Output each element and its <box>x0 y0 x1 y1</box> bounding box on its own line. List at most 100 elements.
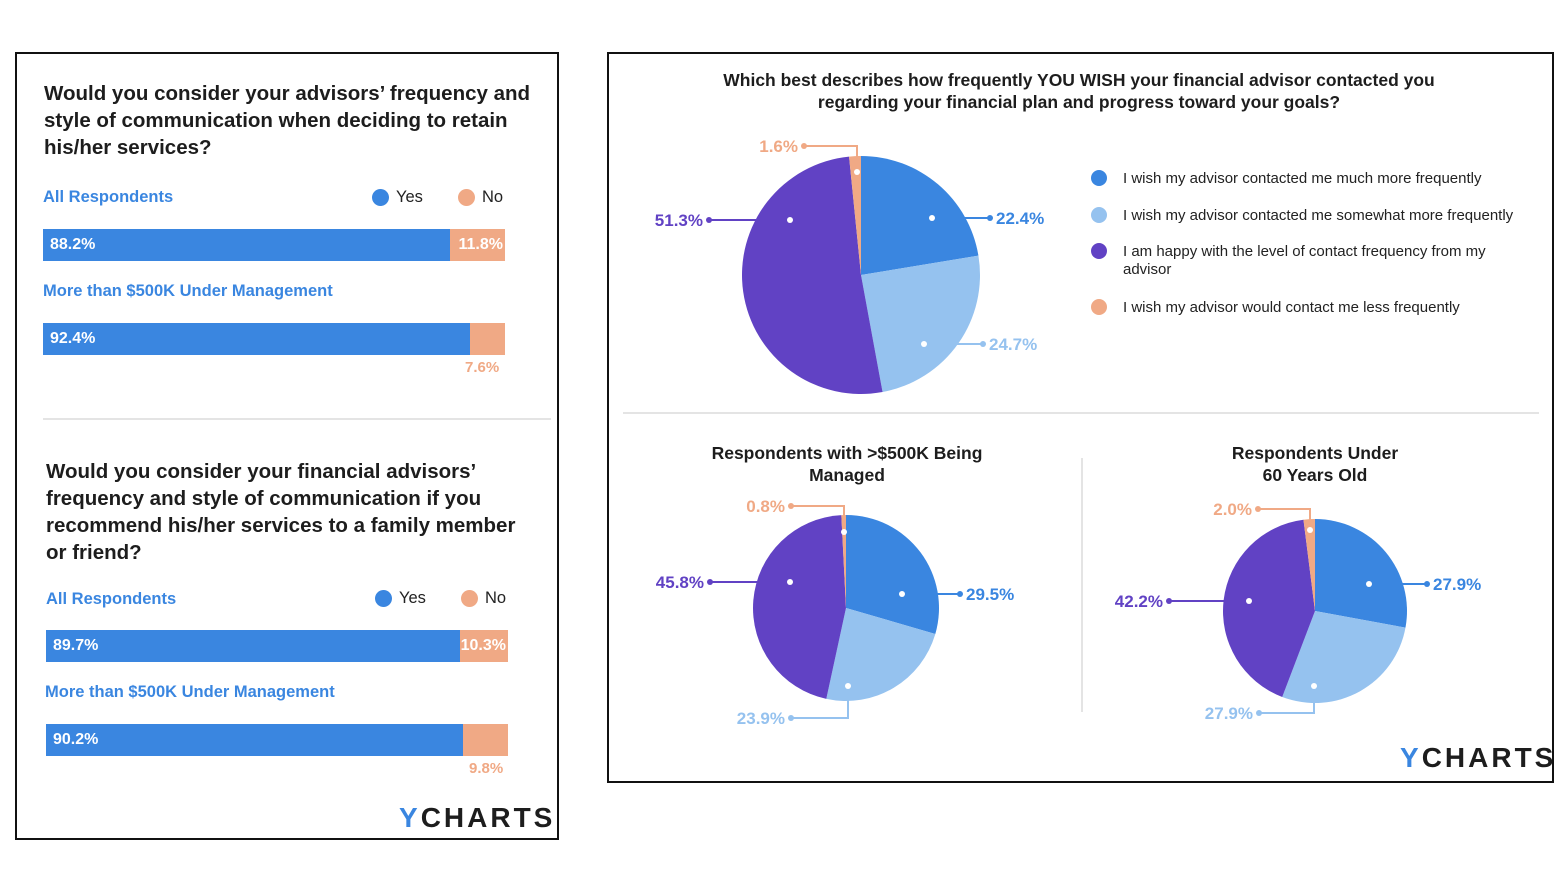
pie-main-label-0: 22.4% <box>996 209 1044 228</box>
pie-main-leader-outer-dot-1 <box>980 341 986 347</box>
q2-bar-500k-no <box>462 724 508 756</box>
pie-main-leader-outer-dot-0 <box>987 215 993 221</box>
sub2-title: Respondents Under 60 Years Old <box>1231 443 1399 485</box>
legend-somewhat-more: I wish my advisor contacted me somewhat … <box>1091 207 1541 225</box>
sub1-title: Respondents with >$500K Being Managed <box>711 443 983 485</box>
pie-under60-leader-outer-dot-1 <box>1256 710 1262 716</box>
pie-main-leader-inner-dot-0 <box>929 215 935 221</box>
pie-main-label-1: 24.7% <box>989 335 1037 354</box>
pie-main-slice-2 <box>742 156 883 394</box>
pie-500k-slice-1 <box>826 608 936 701</box>
q1-title: Would you consider your advisors’ freque… <box>44 82 531 159</box>
less-dot-icon <box>1091 299 1107 315</box>
q1-bar-all: 88.2% 11.8% <box>43 229 505 261</box>
pie-500k-label-0: 29.5% <box>966 585 1014 604</box>
pie-500k-leader-inner-dot-0 <box>899 591 905 597</box>
pie-main-slice-1 <box>861 255 981 393</box>
left-panel: Would you consider your advisors’ freque… <box>15 52 559 840</box>
pie-under60-leader-outer-dot-2 <box>1166 598 1172 604</box>
pie-500k-label-3: 0.8% <box>746 497 785 516</box>
pie-under60-label-2: 42.2% <box>1115 592 1163 611</box>
q1-legend-no: No <box>458 188 503 207</box>
q2-bar-500k-no-label: 9.8% <box>469 760 504 777</box>
pie-under60-leader-inner-dot-3 <box>1307 527 1313 533</box>
pie-500k-leader-inner-dot-2 <box>787 579 793 585</box>
pie-500k-label-2: 45.8% <box>656 573 704 592</box>
pie-under60-leader-inner-dot-2 <box>1246 598 1252 604</box>
pie-under60-slice-2 <box>1222 519 1315 697</box>
pie-500k-leader-inner-dot-1 <box>845 683 851 689</box>
q2-bar-all-no-label: 10.3% <box>460 637 506 654</box>
pie-500k-leader-outer-dot-2 <box>707 579 713 585</box>
legend-somewhat-more-label: I wish my advisor contacted me somewhat … <box>1123 207 1514 224</box>
q1-bar-500k-yes: 92.4% <box>43 323 470 355</box>
legend-much-more-label: I wish my advisor contacted me much more… <box>1123 170 1482 187</box>
pie-under60-leader-3 <box>1258 508 1311 530</box>
q2-bar-500k-yes-label: 90.2% <box>53 731 99 748</box>
pie-under60-leader-1 <box>1259 686 1315 714</box>
pie-500k-slice-3 <box>841 515 846 608</box>
pie-under60-leader-inner-dot-1 <box>1311 683 1317 689</box>
pie-500k-leader-1 <box>791 686 849 719</box>
pie-under60-leader-outer-dot-3 <box>1255 506 1261 512</box>
pie-under60-slice-0 <box>1315 519 1407 628</box>
q2-bar-all-yes-label: 89.7% <box>53 637 99 654</box>
pie-under60-label-3: 2.0% <box>1213 500 1252 519</box>
yes-dot-icon <box>375 590 392 607</box>
ycharts-logo: YCHARTS <box>399 802 555 834</box>
logo-rest: CHARTS <box>1421 742 1557 773</box>
q1-group2-label: More than $500K Under Management <box>43 282 333 300</box>
main-pie-title: Which best describes how frequently YOU … <box>723 70 1435 112</box>
no-dot-icon <box>461 590 478 607</box>
pie-500k-leader-outer-dot-0 <box>957 591 963 597</box>
yes-dot-icon <box>372 189 389 206</box>
no-dot-icon <box>458 189 475 206</box>
happy-dot-icon <box>1091 243 1107 259</box>
q1-bar-500k-no-label: 7.6% <box>465 359 500 376</box>
pie-500k-leader-3 <box>791 505 845 532</box>
q1-bar-all-no-label: 11.8% <box>458 236 503 253</box>
pie-under60-slice-3 <box>1303 519 1315 611</box>
logo-y: Y <box>399 802 421 833</box>
q1-bar-500k-no <box>469 323 505 355</box>
pie-500k-label-1: 23.9% <box>737 709 785 728</box>
q1-bar-all-yes: 88.2% <box>43 229 451 261</box>
pie-under60-slice-1 <box>1282 611 1406 703</box>
pie-500k-leader-outer-dot-3 <box>788 503 794 509</box>
pie-500k-slice-2 <box>753 515 846 699</box>
pie-under60-label-0: 27.9% <box>1433 575 1481 594</box>
legend-happy: I am happy with the level of contact fre… <box>1091 243 1491 279</box>
q1-bar-all-yes-label: 88.2% <box>50 236 96 253</box>
legend-less-label: I wish my advisor would contact me less … <box>1123 299 1460 316</box>
right-divider-h <box>623 412 1539 414</box>
left-divider <box>43 418 551 420</box>
pie-500k-leader-inner-dot-3 <box>841 529 847 535</box>
pie-main-label-3: 1.6% <box>759 137 798 156</box>
q1-bar-500k-yes-label: 92.4% <box>50 330 96 347</box>
pie-500k-slice-0 <box>846 515 940 634</box>
pie-under60-leader-inner-dot-0 <box>1366 581 1372 587</box>
q1-group1-label: All Respondents <box>43 188 174 206</box>
q2-legend-yes-label: Yes <box>399 589 426 607</box>
right-panel: Which best describes how frequently YOU … <box>607 52 1554 783</box>
pie-main-label-2: 51.3% <box>655 211 703 230</box>
q2-legend-no: No <box>461 589 506 608</box>
legend-happy-label: I am happy with the level of contact fre… <box>1123 243 1486 278</box>
pie-main-leader-outer-dot-3 <box>801 143 807 149</box>
pie-under60-label-1: 27.9% <box>1205 704 1253 723</box>
much-more-dot-icon <box>1091 170 1107 186</box>
q2-legend-yes: Yes <box>375 589 426 608</box>
q2-bar-500k: 90.2% <box>46 724 508 756</box>
pie-main-leader-3 <box>804 145 858 172</box>
pie-main-slice-0 <box>861 156 979 275</box>
q2-group2-label: More than $500K Under Management <box>45 683 335 701</box>
pie-main-leader-inner-dot-3 <box>854 169 860 175</box>
pie-main-slice-3 <box>849 156 861 275</box>
logo-rest: CHARTS <box>420 802 556 833</box>
q2-bar-all: 89.7% 10.3% <box>46 630 508 662</box>
pie-main-leader-inner-dot-1 <box>921 341 927 347</box>
pie-under60-leader-outer-dot-0 <box>1424 581 1430 587</box>
q2-bar-all-no: 10.3% <box>460 630 508 662</box>
q1-legend-yes-label: Yes <box>396 188 423 206</box>
